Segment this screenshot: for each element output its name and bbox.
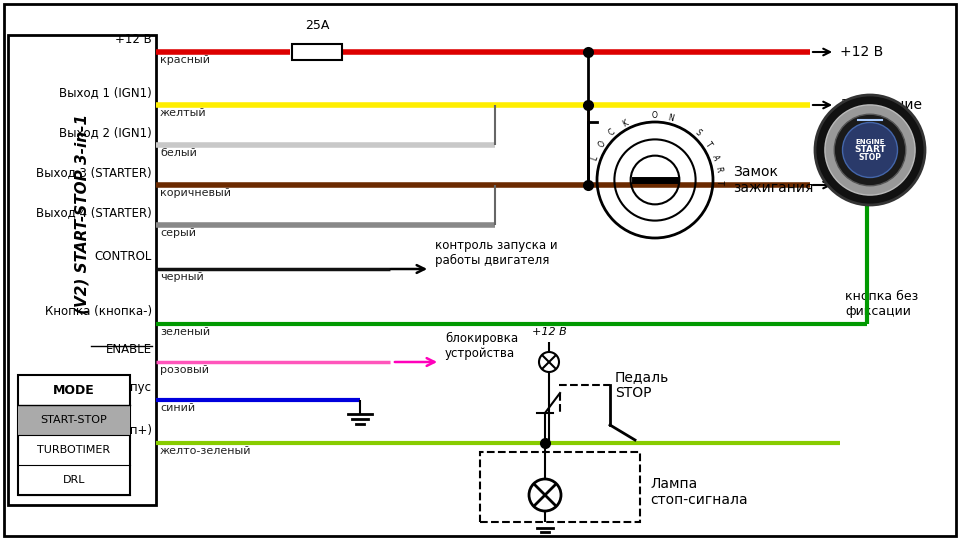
Text: TURBOTIMER: TURBOTIMER bbox=[37, 445, 110, 455]
Text: DRL: DRL bbox=[62, 475, 85, 485]
Text: Корпус: Корпус bbox=[108, 381, 152, 394]
Text: +12 В: +12 В bbox=[532, 327, 566, 337]
Text: S: S bbox=[693, 127, 703, 137]
Circle shape bbox=[815, 95, 925, 205]
Text: C: C bbox=[608, 127, 617, 138]
Text: ENGINE: ENGINE bbox=[855, 139, 885, 145]
Circle shape bbox=[834, 114, 905, 186]
Text: зеленый: зеленый bbox=[160, 327, 210, 337]
Text: Выход 1 (IGN1): Выход 1 (IGN1) bbox=[60, 86, 152, 99]
Text: Лампа
стоп-сигнала: Лампа стоп-сигнала bbox=[650, 477, 748, 507]
Text: контроль запуска и
работы двигателя: контроль запуска и работы двигателя bbox=[435, 239, 558, 267]
Text: Стоп (стоп+): Стоп (стоп+) bbox=[71, 424, 152, 437]
Text: Стартер: Стартер bbox=[840, 178, 900, 192]
Text: Выход 2 (IGN1): Выход 2 (IGN1) bbox=[60, 126, 152, 139]
Bar bbox=[8, 35, 156, 505]
Bar bbox=[18, 405, 130, 435]
Text: блокировка
устройства: блокировка устройства bbox=[445, 332, 518, 360]
Circle shape bbox=[843, 123, 898, 178]
Text: T: T bbox=[703, 140, 713, 149]
Text: Выход 4 (STARTER): Выход 4 (STARTER) bbox=[36, 206, 152, 219]
Text: Кнопка (кнопка-): Кнопка (кнопка-) bbox=[45, 305, 152, 318]
Text: L: L bbox=[589, 154, 600, 161]
Text: N: N bbox=[666, 113, 674, 123]
Text: Замок
зажигания: Замок зажигания bbox=[733, 165, 813, 195]
Circle shape bbox=[825, 105, 915, 195]
Text: START: START bbox=[854, 145, 886, 154]
Text: T: T bbox=[714, 180, 724, 185]
Text: желто-зеленый: желто-зеленый bbox=[160, 446, 252, 456]
Text: кнопка без
фиксации: кнопка без фиксации bbox=[845, 290, 919, 318]
Text: O: O bbox=[596, 139, 608, 149]
Text: O: O bbox=[652, 111, 658, 120]
Text: STOP: STOP bbox=[858, 153, 881, 163]
Text: +12 В: +12 В bbox=[115, 33, 152, 46]
Text: Педаль
STOP: Педаль STOP bbox=[615, 370, 669, 400]
Text: A: A bbox=[710, 154, 720, 162]
Text: Выход 3 (STARTER): Выход 3 (STARTER) bbox=[36, 166, 152, 179]
Text: (V2) START-STOP 3-in-1: (V2) START-STOP 3-in-1 bbox=[75, 113, 89, 314]
Text: +12 В: +12 В bbox=[840, 45, 883, 59]
Text: START-STOP: START-STOP bbox=[40, 415, 108, 425]
Text: R: R bbox=[713, 165, 723, 172]
Text: красный: красный bbox=[160, 55, 210, 65]
Text: серый: серый bbox=[160, 228, 196, 238]
Text: розовый: розовый bbox=[160, 365, 209, 375]
Text: белый: белый bbox=[160, 148, 197, 158]
Text: 25A: 25A bbox=[305, 19, 329, 32]
Text: черный: черный bbox=[160, 272, 204, 282]
Text: Зажигание: Зажигание bbox=[840, 98, 922, 112]
Bar bbox=[292, 44, 342, 60]
Bar bbox=[480, 452, 640, 522]
Text: коричневый: коричневый bbox=[160, 188, 231, 198]
Text: ENABLE: ENABLE bbox=[106, 343, 152, 356]
Text: синий: синий bbox=[160, 403, 195, 413]
Text: желтый: желтый bbox=[160, 108, 206, 118]
Text: MODE: MODE bbox=[53, 383, 95, 396]
Text: CONTROL: CONTROL bbox=[95, 250, 152, 263]
Text: K: K bbox=[620, 118, 629, 129]
Bar bbox=[18, 375, 130, 495]
